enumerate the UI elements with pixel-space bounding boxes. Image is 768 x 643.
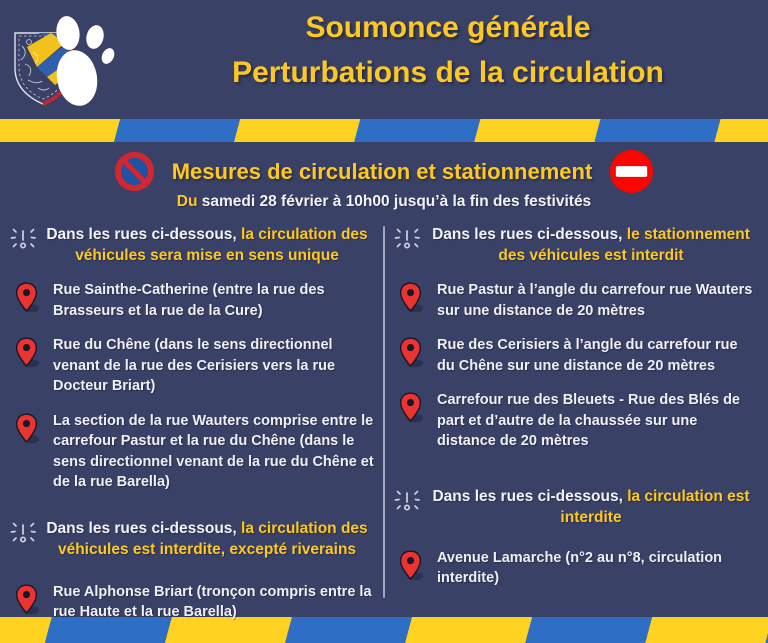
left-group-1-heading: Dans les rues ci-dessous, la circulation… xyxy=(8,224,376,266)
street-text: Rue du Chêne (dans le sens directionnel … xyxy=(53,337,336,394)
date-line: Du samedi 28 février à 10h00 jusqu’à la … xyxy=(0,193,768,211)
hazard-stripe-bottom xyxy=(0,617,768,643)
heading-yellow-text: la circulation des véhicules est interdi… xyxy=(57,519,368,558)
content-columns: Dans les rues ci-dessous, la circulation… xyxy=(8,224,760,623)
lightbulb-icon xyxy=(394,490,420,511)
left-column: Dans les rues ci-dessous, la circulation… xyxy=(8,224,383,623)
title-line-2: Perturbations de la circulation xyxy=(232,56,664,89)
coat-of-arms-shield xyxy=(14,32,73,106)
page-title: Soumonce générale Perturbations de la ci… xyxy=(132,5,764,95)
right-group-1-heading: Dans les rues ci-dessous, le stationneme… xyxy=(392,224,760,266)
heading-yellow-text: la circulation est interdite xyxy=(560,487,750,526)
heading-white-text: Dans les rues ci-dessous, xyxy=(46,519,242,537)
no-parking-icon xyxy=(114,151,154,192)
map-pin-icon xyxy=(399,282,424,313)
list-item: Carrefour rue des Bleuets - Rue des Blés… xyxy=(392,390,760,452)
heading-yellow-text: le stationnement des véhicules est inter… xyxy=(498,226,750,264)
lightbulb-icon xyxy=(394,228,420,249)
map-pin-icon xyxy=(15,583,40,614)
street-text: Rue Pastur à l’angle du carrefour rue Wa… xyxy=(437,282,753,319)
list-item: Avenue Lamarche (n°2 au n°8, circulation… xyxy=(392,548,760,589)
title-line-1: Soumonce générale xyxy=(305,11,591,44)
right-column: Dans les rues ci-dessous, le stationneme… xyxy=(385,224,760,623)
heading-yellow-text: la circulation des véhicules sera mise e… xyxy=(75,226,368,264)
map-pin-icon xyxy=(399,549,424,580)
map-pin-icon xyxy=(399,337,424,368)
no-entry-icon xyxy=(610,149,654,194)
street-text: La section de la rue Wauters comprise en… xyxy=(53,412,374,491)
map-pin-icon xyxy=(399,392,424,423)
list-item: Rue du Chêne (dans le sens directionnel … xyxy=(8,335,376,397)
street-text: Rue Alphonse Briart (tronçon compris ent… xyxy=(53,583,372,621)
lightbulb-icon xyxy=(10,522,36,543)
heading-white-text: Dans les rues ci-dessous, xyxy=(46,226,242,243)
commune-logo xyxy=(14,16,115,106)
list-item: Rue Sainthe-Catherine (entre la rue des … xyxy=(8,280,376,321)
left-group-2-heading: Dans les rues ci-dessous, la circulation… xyxy=(8,518,376,560)
heading-white-text: Dans les rues ci-dessous, xyxy=(432,226,627,243)
map-pin-icon xyxy=(15,337,40,368)
heading-white-text: Dans les rues ci-dessous, xyxy=(432,487,628,505)
date-text: samedi 28 février à 10h00 jusqu’à la fin… xyxy=(197,193,592,210)
map-pin-icon xyxy=(15,282,40,313)
column-divider xyxy=(383,226,385,598)
street-text: Rue Sainthe-Catherine (entre la rue des … xyxy=(53,282,325,319)
section-title: Mesures de circulation et stationnement xyxy=(171,158,593,184)
list-item: Rue Pastur à l’angle du carrefour rue Wa… xyxy=(392,280,760,321)
lightbulb-icon xyxy=(10,228,36,249)
header: Soumonce générale Perturbations de la ci… xyxy=(0,0,768,119)
street-text: Rue des Cerisiers à l’angle du carrefour… xyxy=(437,337,738,374)
street-text: Avenue Lamarche (n°2 au n°8, circulation… xyxy=(437,549,723,587)
right-group-2-heading: Dans les rues ci-dessous, la circulation… xyxy=(392,486,760,528)
map-pin-icon xyxy=(15,412,40,443)
list-item: La section de la rue Wauters comprise en… xyxy=(8,411,376,493)
date-prefix: Du xyxy=(176,193,198,210)
street-text: Carrefour rue des Bleuets - Rue des Blés… xyxy=(437,392,740,449)
paw-print-icon xyxy=(56,16,115,106)
list-item: Rue Alphonse Briart (tronçon compris ent… xyxy=(8,582,376,623)
section-header: Mesures de circulation et stationnement xyxy=(0,149,768,194)
list-item: Rue des Cerisiers à l’angle du carrefour… xyxy=(392,335,760,376)
hazard-stripe-top xyxy=(0,119,768,142)
